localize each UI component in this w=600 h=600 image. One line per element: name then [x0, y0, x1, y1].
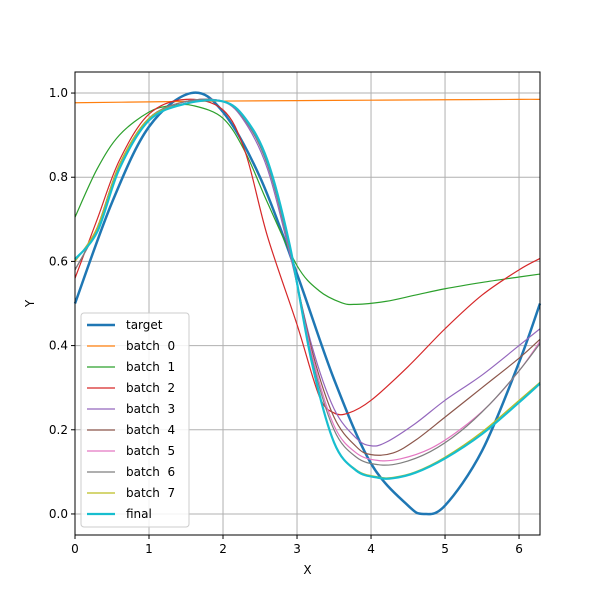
x-tick-label: 3 [293, 542, 301, 556]
y-tick-label: 0.8 [49, 170, 68, 184]
legend-label: batch 2 [126, 381, 175, 395]
plot-frame [74, 71, 541, 536]
legend-label: batch 4 [126, 423, 175, 437]
x-axis-label: X [303, 563, 311, 577]
legend-label: batch 5 [126, 444, 175, 458]
legend-label: batch 6 [126, 465, 175, 479]
series-line-batch-1 [74, 103, 541, 306]
y-tick-label: 0.6 [49, 254, 68, 268]
x-tick-label: 4 [367, 542, 375, 556]
y-tick-label: 0.2 [49, 423, 68, 437]
series-line-batch-2 [74, 98, 541, 416]
series-lines [73, 91, 542, 516]
x-tick-label: 1 [145, 542, 153, 556]
axis-ticks: 0 1 2 3 4 5 6 0.0 0.2 0.4 0.6 0.8 1.0 [49, 86, 523, 556]
y-tick-label: 1.0 [49, 86, 68, 100]
series-line-batch-0 [74, 98, 541, 104]
y-tick-label: 0.4 [49, 339, 68, 353]
legend-label: batch 1 [126, 360, 175, 374]
legend-label: batch 0 [126, 339, 175, 353]
x-tick-label: 6 [515, 542, 523, 556]
x-tick-label: 5 [441, 542, 449, 556]
series-line-target [73, 91, 542, 516]
legend: target batch 0 batch 1 batch 2 batch 3 batch … [80, 312, 190, 528]
x-tick-label: 2 [219, 542, 227, 556]
y-axis-label: Y [23, 299, 37, 308]
series-line-final [74, 99, 541, 480]
legend-label: target [126, 318, 163, 332]
legend-label: final [126, 507, 152, 521]
legend-label: batch 7 [126, 486, 175, 500]
legend-label: batch 3 [126, 402, 175, 416]
x-tick-label: 0 [71, 542, 79, 556]
y-tick-label: 0.0 [49, 507, 68, 521]
